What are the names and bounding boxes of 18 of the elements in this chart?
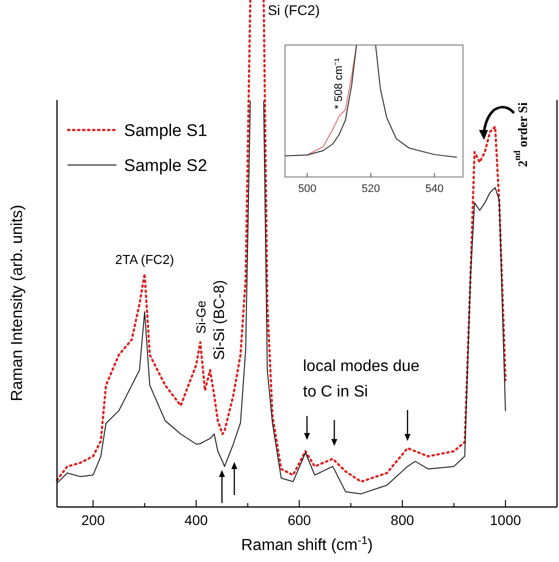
x-tick-label: 500 — [298, 183, 316, 195]
x-tick-label: 540 — [425, 183, 444, 195]
y-axis-title: Raman Intensity (arb. units) — [9, 204, 26, 402]
annotation: 2TA (FC2) — [115, 252, 174, 267]
x-axis-title: Raman shift (cm$^{-1}$) — [241, 535, 373, 554]
x-tick-label: 400 — [184, 512, 208, 528]
legend-label: Sample S2 — [124, 156, 208, 175]
annotation: local modes due to C in Si — [303, 358, 420, 401]
annotation: Si-Ge — [192, 300, 208, 334]
x-tick-label: 200 — [81, 512, 105, 528]
annotation: * 508 cm⁻¹ — [333, 58, 346, 109]
x-tick-label: 800 — [390, 512, 414, 528]
annotation: Si (FC2) — [268, 2, 320, 18]
annotation: Si-Si (BC-8) — [210, 280, 228, 360]
x-tick-label: 520 — [362, 183, 380, 195]
legend-label: Sample S1 — [124, 121, 208, 140]
x-tick-label: 600 — [288, 512, 312, 528]
x-tick-label: 1000 — [490, 512, 522, 528]
